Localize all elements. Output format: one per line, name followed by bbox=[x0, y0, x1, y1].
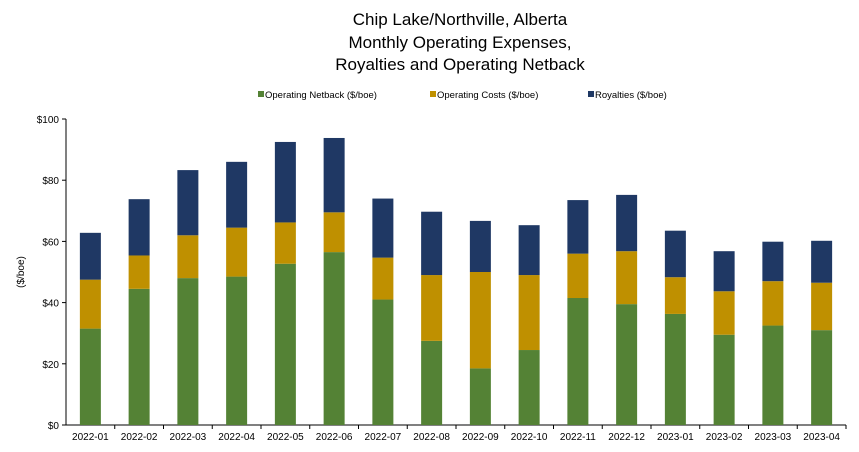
bar-segment-netback bbox=[713, 334, 735, 425]
bar-segment-netback bbox=[469, 368, 491, 425]
bar-segment-netback bbox=[372, 299, 394, 425]
bar-segment-operating-costs bbox=[469, 272, 491, 369]
x-tick-label: 2022-10 bbox=[511, 432, 548, 443]
bar-segment-royalties bbox=[177, 170, 199, 236]
bar-segment-operating-costs bbox=[372, 257, 394, 300]
bar-segment-netback bbox=[518, 350, 540, 425]
bar-segment-netback bbox=[664, 313, 686, 425]
chart-title-line-2: Monthly Operating Expenses, bbox=[348, 33, 572, 52]
legend-swatch bbox=[430, 91, 436, 97]
chart-title-line-3: Royalties and Operating Netback bbox=[335, 55, 585, 74]
y-axis-label: ($/boe) bbox=[16, 256, 27, 288]
y-tick-label: $20 bbox=[42, 360, 59, 371]
bar-segment-royalties bbox=[713, 251, 735, 292]
bar-segment-royalties bbox=[664, 230, 686, 278]
bar-segment-operating-costs bbox=[811, 282, 833, 331]
bar-segment-operating-costs bbox=[762, 281, 784, 326]
y-tick-label: $40 bbox=[42, 299, 59, 310]
bar-segment-royalties bbox=[469, 220, 491, 272]
x-tick-label: 2023-04 bbox=[803, 432, 840, 443]
legend-label: Operating Costs ($/boe) bbox=[437, 90, 538, 101]
y-tick-label: $100 bbox=[37, 115, 60, 126]
bar-segment-royalties bbox=[372, 198, 394, 258]
bar-segment-royalties bbox=[226, 161, 248, 228]
y-tick-label: $0 bbox=[48, 421, 60, 432]
bar-segment-operating-costs bbox=[79, 279, 101, 329]
bar-segment-netback bbox=[128, 288, 150, 425]
bar-segment-royalties bbox=[616, 194, 638, 252]
legend-label: Royalties ($/boe) bbox=[595, 90, 667, 101]
legend-swatch bbox=[258, 91, 264, 97]
bar-segment-royalties bbox=[567, 200, 589, 254]
bar-segment-royalties bbox=[323, 137, 345, 213]
x-tick-label: 2022-01 bbox=[72, 432, 109, 443]
x-tick-label: 2022-02 bbox=[121, 432, 158, 443]
x-tick-label: 2022-05 bbox=[267, 432, 304, 443]
bar-segment-royalties bbox=[518, 225, 540, 276]
bar-segment-operating-costs bbox=[664, 277, 686, 314]
bar-segment-netback bbox=[421, 340, 443, 425]
bar-segment-netback bbox=[226, 276, 248, 425]
bar-segment-operating-costs bbox=[616, 251, 638, 305]
bar-segment-operating-costs bbox=[128, 255, 150, 289]
bar-segment-netback bbox=[177, 278, 199, 425]
bar-segment-operating-costs bbox=[177, 235, 199, 279]
bar-segment-operating-costs bbox=[518, 275, 540, 351]
bar-segment-operating-costs bbox=[274, 222, 296, 264]
x-tick-label: 2023-03 bbox=[755, 432, 792, 443]
bar-segment-royalties bbox=[128, 199, 150, 256]
legend-swatch bbox=[588, 91, 594, 97]
bar-segment-operating-costs bbox=[567, 253, 589, 299]
bar-segment-royalties bbox=[811, 240, 833, 283]
y-tick-label: $60 bbox=[42, 237, 59, 248]
x-tick-label: 2022-12 bbox=[608, 432, 645, 443]
bar-segment-royalties bbox=[421, 211, 443, 276]
bar-segment-operating-costs bbox=[323, 212, 345, 253]
bar-segment-royalties bbox=[274, 141, 296, 223]
bar-segment-operating-costs bbox=[713, 291, 735, 335]
x-tick-label: 2022-08 bbox=[413, 432, 450, 443]
x-tick-label: 2022-04 bbox=[218, 432, 255, 443]
bar-segment-royalties bbox=[762, 241, 784, 282]
bar-segment-operating-costs bbox=[226, 227, 248, 277]
x-tick-label: 2022-09 bbox=[462, 432, 499, 443]
bar-segment-netback bbox=[274, 263, 296, 425]
x-tick-label: 2022-06 bbox=[316, 432, 353, 443]
bar-segment-netback bbox=[762, 325, 784, 425]
bar-segment-royalties bbox=[79, 232, 101, 280]
y-tick-label: $80 bbox=[42, 176, 59, 187]
x-tick-label: 2022-03 bbox=[170, 432, 207, 443]
x-tick-label: 2022-11 bbox=[560, 432, 596, 443]
legend-label: Operating Netback ($/boe) bbox=[265, 90, 377, 101]
bar-segment-netback bbox=[79, 328, 101, 425]
bar-segment-netback bbox=[567, 298, 589, 425]
x-tick-label: 2022-07 bbox=[365, 432, 402, 443]
bar-segment-operating-costs bbox=[421, 275, 443, 341]
chart-title-line-1: Chip Lake/Northville, Alberta bbox=[352, 10, 568, 29]
bar-segment-netback bbox=[811, 330, 833, 425]
x-tick-label: 2023-01 bbox=[657, 432, 694, 443]
bar-segment-netback bbox=[616, 304, 638, 425]
bar-segment-netback bbox=[323, 252, 345, 425]
x-tick-label: 2023-02 bbox=[706, 432, 743, 443]
